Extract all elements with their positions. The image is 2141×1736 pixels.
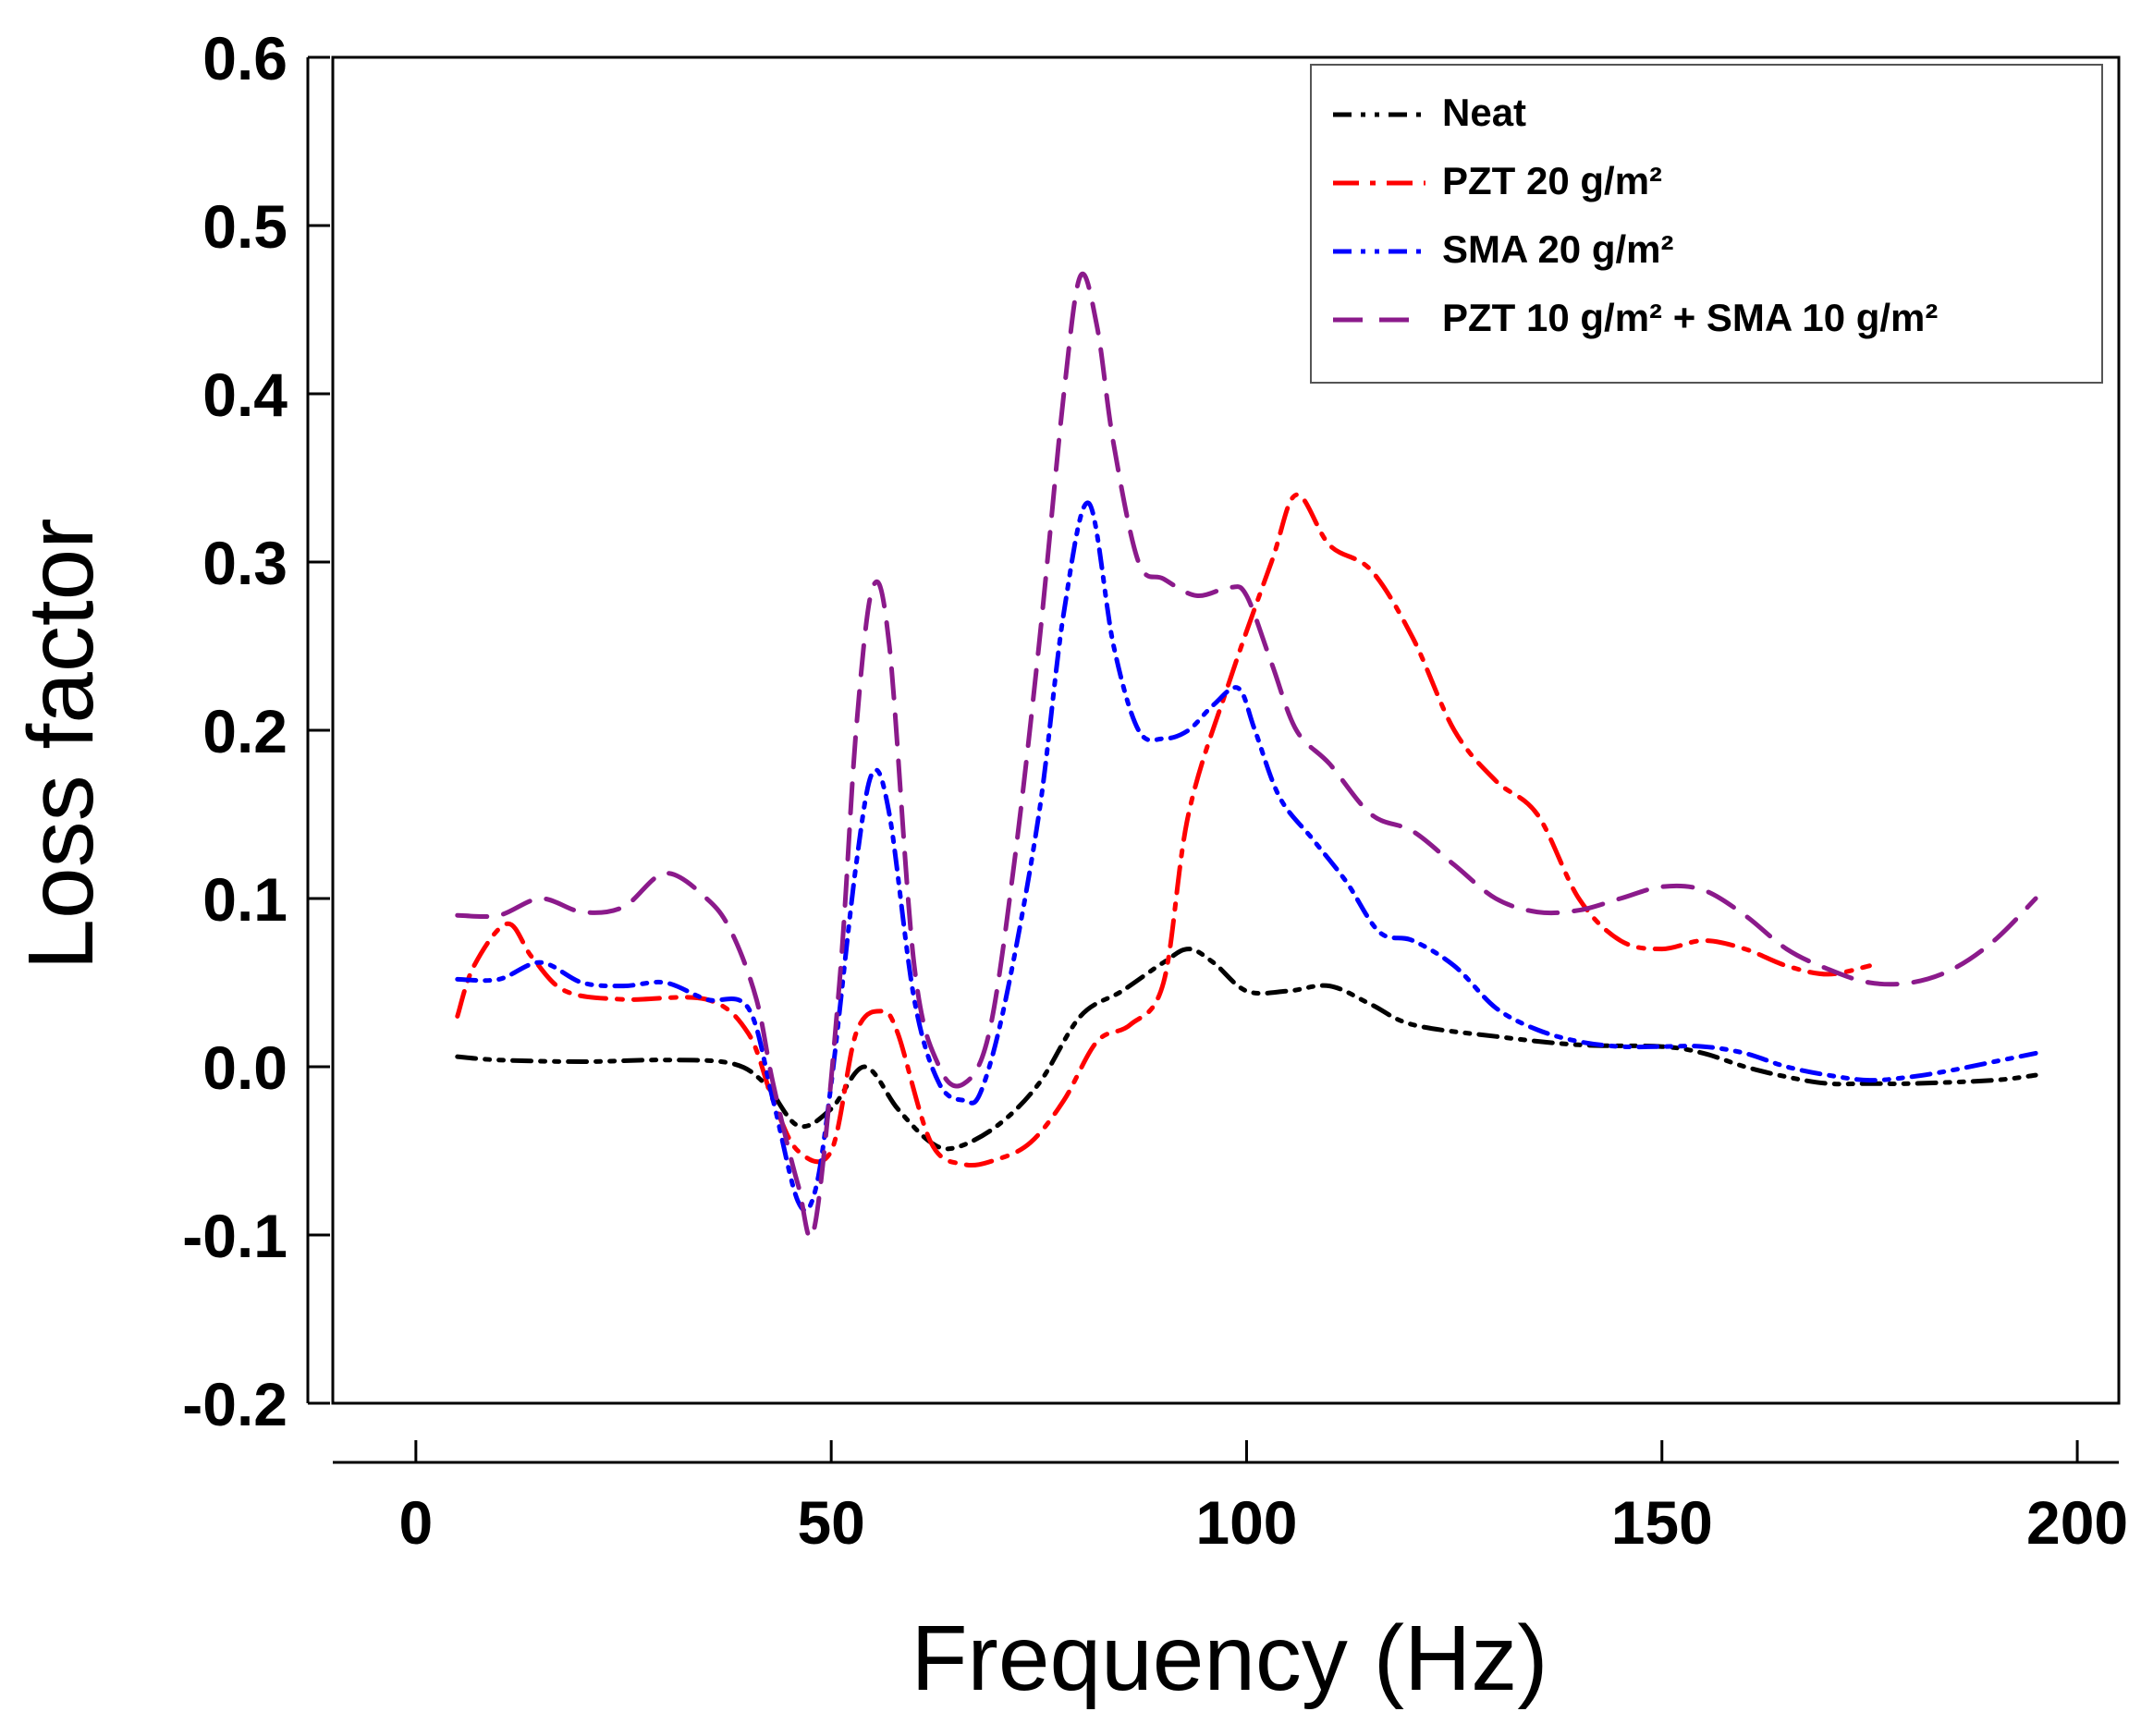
legend: Neat PZT 20 g/m² SMA 20 g/m² PZT 10 g/m² + … bbox=[1310, 64, 2103, 384]
y-tick-label: 0.3 bbox=[202, 529, 288, 597]
legend-label: Neat bbox=[1442, 91, 1526, 134]
legend-label: SMA 20 g/m² bbox=[1442, 227, 1673, 271]
y-tick-label: 0.1 bbox=[202, 865, 288, 934]
legend-label: PZT 10 g/m² + SMA 10 g/m² bbox=[1442, 296, 1938, 339]
y-tick-label: -0.2 bbox=[182, 1370, 288, 1438]
y-tick-label: 0.2 bbox=[202, 697, 288, 765]
y-tick-label: 0.4 bbox=[202, 361, 288, 429]
series-line-3 bbox=[455, 271, 2038, 1241]
y-tick-label: 0.6 bbox=[202, 24, 288, 92]
y-tick-label: -0.1 bbox=[182, 1202, 288, 1270]
legend-box bbox=[1310, 64, 2103, 384]
series-line-0 bbox=[455, 947, 2038, 1152]
y-tick-label: 0.0 bbox=[202, 1033, 288, 1102]
x-tick-label: 50 bbox=[797, 1488, 864, 1557]
x-tick-label: 100 bbox=[1195, 1488, 1297, 1557]
y-tick-label: 0.5 bbox=[202, 192, 288, 261]
x-tick-label: 150 bbox=[1611, 1488, 1713, 1557]
legend-label: PZT 20 g/m² bbox=[1442, 159, 1662, 202]
axes-layer: -0.2 -0.1 0.0 0.1 0.2 0.3 0.4 0.5 0.6 0 50 100 150 20… bbox=[182, 24, 2128, 1557]
x-tick-label: 200 bbox=[2026, 1488, 2128, 1557]
series-line-2 bbox=[455, 500, 2038, 1214]
plot-frame bbox=[331, 55, 2121, 1405]
x-tick-label: 0 bbox=[399, 1488, 434, 1557]
series-line-1 bbox=[455, 492, 1872, 1168]
y-axis-title: Loss factor bbox=[9, 518, 113, 970]
series-layer bbox=[455, 271, 2038, 1241]
x-axis-title: Frequency (Hz) bbox=[911, 1607, 1548, 1710]
